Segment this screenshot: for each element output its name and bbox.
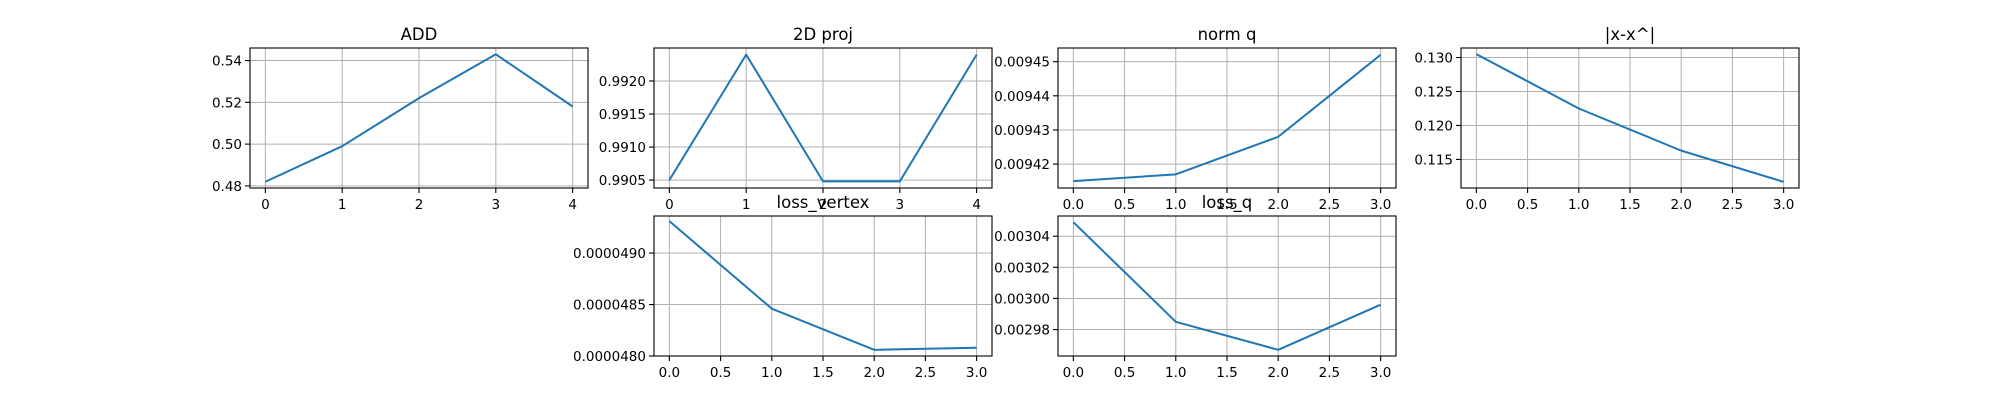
x-tick-label: 2 — [415, 197, 424, 213]
y-tick-label: 0.00944 — [994, 89, 1050, 105]
subplot-1: 0 1 2 3 4 0.48 0.50 0.52 0.54 ADD — [212, 25, 589, 213]
y-tick-label: 0.0000480 — [573, 349, 646, 365]
x-tick-label: 3.0 — [1370, 197, 1391, 213]
x-tick-label: 2.0 — [1267, 365, 1288, 381]
x-tick-label: 0.5 — [1114, 365, 1135, 381]
y-tick-label: 0.120 — [1414, 118, 1453, 134]
series-line — [264, 53, 574, 183]
series-line — [668, 220, 977, 351]
x-tick-label: 1.5 — [1216, 197, 1237, 213]
x-tick-label: 1.0 — [1568, 197, 1589, 213]
x-tick-label: 3.0 — [966, 365, 987, 381]
x-tick-label: 1 — [742, 197, 751, 213]
x-tick-label: 4 — [568, 197, 577, 213]
y-tick-label: 0.48 — [212, 179, 242, 195]
x-tick-label: 1 — [338, 197, 347, 213]
y-tick-label: 0.125 — [1414, 84, 1453, 100]
x-tick-label: 0.0 — [1466, 197, 1487, 213]
subplot-title: loss_vertex — [777, 193, 870, 213]
y-tick-label: 0.00942 — [994, 157, 1050, 173]
subplot-title: |x-x^| — [1605, 25, 1655, 44]
x-tick-label: 0.0 — [1063, 365, 1084, 381]
y-tick-label: 0.54 — [212, 54, 242, 70]
y-tick-label: 0.00945 — [994, 55, 1050, 71]
series-line — [668, 53, 978, 183]
y-tick-label: 0.9920 — [599, 74, 646, 90]
x-tick-label: 2.0 — [1670, 197, 1691, 213]
x-tick-label: 3 — [492, 197, 501, 213]
x-tick-label: 2.0 — [1267, 197, 1288, 213]
y-tick-label: 0.00298 — [994, 323, 1050, 339]
series-line — [1072, 221, 1382, 351]
y-tick-label: 0.00300 — [994, 291, 1050, 307]
x-tick-label: 2.5 — [1722, 197, 1743, 213]
x-tick-label: 1.5 — [1216, 365, 1237, 381]
x-tick-label: 2.5 — [1319, 197, 1340, 213]
x-tick-label: 0.5 — [1517, 197, 1538, 213]
subplot-title: norm q — [1198, 25, 1257, 44]
x-tick-label: 0 — [665, 197, 674, 213]
y-tick-label: 0.9915 — [599, 107, 646, 123]
y-tick-label: 0.130 — [1414, 51, 1453, 67]
series-line — [1073, 54, 1382, 183]
x-tick-label: 1.0 — [1165, 365, 1186, 381]
x-tick-label: 0 — [261, 197, 270, 213]
x-tick-label: 3.0 — [1370, 365, 1391, 381]
x-tick-label: 3 — [896, 197, 905, 213]
y-tick-label: 0.0000490 — [573, 246, 646, 262]
subplot-6: 0.0 0.5 1.0 1.5 2.0 2.5 3.0 0.00298 0.00300 0.003… — [994, 193, 1397, 381]
x-tick-label: 1.5 — [1619, 197, 1640, 213]
y-tick-label: 0.9910 — [599, 140, 646, 156]
x-tick-label: 0.5 — [1114, 197, 1135, 213]
x-tick-label: 0.0 — [1063, 197, 1084, 213]
subplot-2: 0 1 2 3 4 0.9905 0.9910 0.9915 0.9920 2D proj — [599, 25, 993, 213]
y-tick-label: 0.00302 — [994, 260, 1050, 276]
y-tick-label: 0.00943 — [994, 123, 1050, 139]
x-tick-label: 1.5 — [812, 365, 833, 381]
x-tick-label: 3.0 — [1773, 197, 1794, 213]
subplot-3: 0.0 0.5 1.0 1.5 2.0 2.5 3.0 0.00942 0.00943 0.009… — [994, 25, 1397, 213]
subplot-title: ADD — [401, 25, 438, 44]
subplot-title: 2D proj — [793, 25, 853, 44]
x-tick-label: 2.5 — [1319, 365, 1340, 381]
series-line — [1475, 53, 1784, 183]
x-tick-label: 1.0 — [1165, 197, 1186, 213]
y-tick-label: 0.50 — [212, 137, 242, 153]
y-tick-label: 0.115 — [1414, 152, 1453, 168]
subplot-5: 0.0 0.5 1.0 1.5 2.0 2.5 3.0 0.0000480 0.0000485 0… — [573, 193, 993, 381]
x-tick-label: 1.0 — [761, 365, 782, 381]
subplot-4: 0.0 0.5 1.0 1.5 2.0 2.5 3.0 0.115 0.120 0.125 0.13… — [1414, 25, 1800, 213]
y-tick-label: 0.52 — [212, 95, 242, 111]
x-tick-label: 2.5 — [915, 365, 936, 381]
y-tick-label: 0.0000485 — [573, 298, 646, 314]
x-tick-label: 0.0 — [659, 365, 680, 381]
subplot-title: loss_q — [1202, 193, 1253, 213]
x-tick-label: 4 — [972, 197, 981, 213]
y-tick-label: 0.9905 — [599, 173, 646, 189]
x-tick-label: 0.5 — [710, 365, 731, 381]
x-tick-label: 2 — [819, 197, 828, 213]
y-tick-label: 0.00304 — [994, 229, 1050, 245]
x-tick-label: 2.0 — [863, 365, 884, 381]
